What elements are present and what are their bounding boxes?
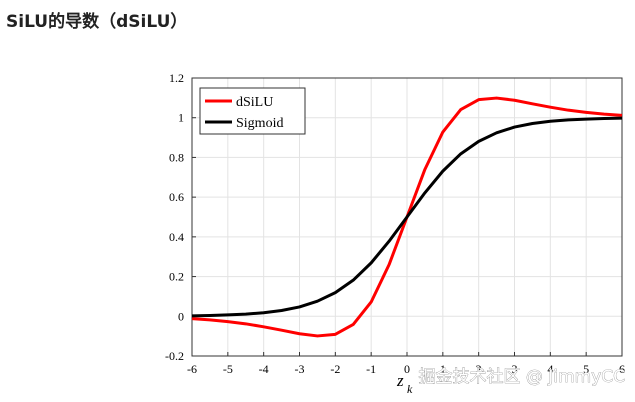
x-tick-label: 1 <box>440 362 446 376</box>
plot-frame <box>191 77 623 357</box>
chart: -6 -5 -4 -3 -2 -1 0 1 2 3 4 5 6 -0.2 0 0.2 0.4 0.6 0.8 1 1.2… <box>165 71 625 376</box>
legend-label: Sigmoid <box>236 116 283 131</box>
x-tick-label: -3 <box>295 362 305 376</box>
legend-label: dSiLU <box>236 95 273 110</box>
x-tick-label: 4 <box>547 362 553 376</box>
x-axis-label-subscript: k <box>407 382 413 396</box>
y-tick-label: 1 <box>178 111 184 125</box>
x-tick-label: 6 <box>619 362 625 376</box>
y-tick-label: 1.2 <box>169 71 184 85</box>
x-tick-label: 3 <box>512 362 518 376</box>
x-tick-label: 0 <box>404 362 410 376</box>
series-line <box>191 116 623 318</box>
watermark: 掘金技术社区 @ JimmyCC <box>419 367 625 387</box>
x-tick-label: -5 <box>223 362 233 376</box>
legend-box <box>199 87 306 135</box>
x-tick-label: -1 <box>366 362 376 376</box>
x-tick-label: -4 <box>259 362 269 376</box>
x-tick-label: 5 <box>583 362 589 376</box>
heading: SiLU的导数（dSiLU） <box>6 11 187 32</box>
x-axis-label: z <box>396 371 404 390</box>
y-tick-label: 0 <box>178 309 184 323</box>
x-tick-label: -2 <box>330 362 340 376</box>
y-tick-label: 0.8 <box>169 150 184 164</box>
x-tick-label: -6 <box>187 362 197 376</box>
y-tick-label: 0.2 <box>169 270 184 284</box>
y-tick-label: 0.6 <box>169 190 184 204</box>
y-tick-label: -0.2 <box>165 349 184 363</box>
x-tick-label: 2 <box>476 362 482 376</box>
y-tick-label: 0.4 <box>169 230 184 244</box>
